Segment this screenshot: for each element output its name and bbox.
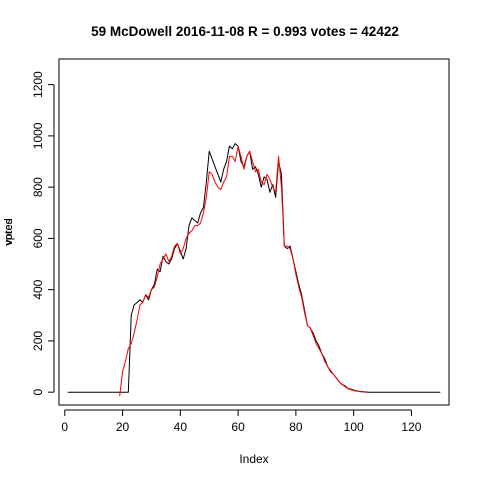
y-axis-label-line-2: votes xyxy=(3,218,15,245)
x-axis: 0 20 40 60 80 100 120 xyxy=(61,409,422,434)
series-layer xyxy=(67,143,441,397)
x-tick-label: 100 xyxy=(344,420,364,434)
x-tick-label: 80 xyxy=(289,420,303,434)
x-tick-label: 60 xyxy=(231,420,245,434)
y-tick-label: 200 xyxy=(31,331,45,351)
plot-frame xyxy=(58,58,450,406)
y-axis-label: vpred votes xyxy=(3,218,15,246)
x-tick-label: 0 xyxy=(61,420,68,434)
y-tick-label: 1000 xyxy=(31,122,45,149)
series-line-1 xyxy=(67,143,441,393)
y-tick-label: 400 xyxy=(31,279,45,299)
y-tick-label: 1200 xyxy=(31,71,45,98)
y-tick-label: 800 xyxy=(31,177,45,197)
chart-title: 59 McDowell 2016-11-08 R = 0.993 votes =… xyxy=(91,24,399,39)
x-axis-label: Index xyxy=(239,452,268,466)
y-tick-label: 600 xyxy=(31,228,45,248)
y-tick-label: 0 xyxy=(31,389,45,396)
y-axis-label-line-1: vpred xyxy=(3,218,15,246)
x-tick-label: 40 xyxy=(174,420,188,434)
x-tick-label: 120 xyxy=(401,420,421,434)
y-axis: 0 200 400 600 800 1000 1200 xyxy=(31,71,55,396)
series-line-2 xyxy=(119,145,366,397)
x-tick-label: 20 xyxy=(116,420,130,434)
